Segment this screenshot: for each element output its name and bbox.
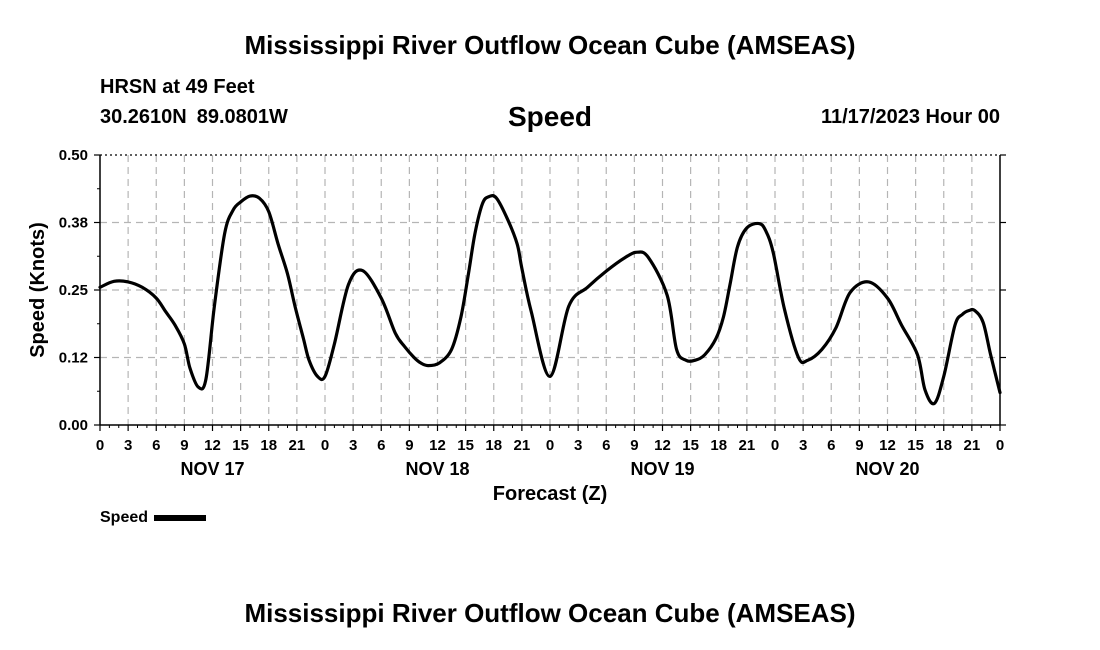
x-tick-label: 15 bbox=[682, 437, 699, 454]
y-tick-label: 0.38 bbox=[59, 215, 88, 232]
x-tick-label: 18 bbox=[710, 437, 727, 454]
station-coordinates: 30.2610N 89.0801W bbox=[100, 106, 288, 129]
x-tick-label: 0 bbox=[96, 437, 104, 454]
x-tick-label: 6 bbox=[602, 437, 610, 454]
y-tick-label: 0.00 bbox=[59, 417, 88, 434]
x-tick-label: 0 bbox=[996, 437, 1004, 454]
x-tick-label: 0 bbox=[321, 437, 329, 454]
y-tick-label: 0.50 bbox=[59, 147, 88, 164]
x-date-label: NOV 17 bbox=[180, 459, 244, 479]
series-layer bbox=[98, 194, 1002, 406]
x-tick-label: 6 bbox=[152, 437, 160, 454]
x-tick-label: 15 bbox=[232, 437, 249, 454]
x-tick-label: 21 bbox=[964, 437, 981, 454]
x-tick-label: 21 bbox=[514, 437, 531, 454]
legend-label-speed: Speed bbox=[100, 509, 149, 526]
forecast-datetime: 11/17/2023 Hour 00 bbox=[820, 106, 1000, 128]
x-tick-label: 9 bbox=[855, 437, 863, 454]
x-tick-label: 15 bbox=[907, 437, 924, 454]
x-tick-label: 18 bbox=[485, 437, 502, 454]
x-tick-label: 12 bbox=[204, 437, 221, 454]
x-tick-label: 0 bbox=[546, 437, 554, 454]
x-tick-label: 18 bbox=[935, 437, 952, 454]
station-label: HRSN at 49 Feet bbox=[100, 76, 255, 98]
x-date-label: NOV 18 bbox=[405, 459, 469, 479]
x-tick-label: 3 bbox=[124, 437, 132, 454]
x-tick-label: 18 bbox=[260, 437, 277, 454]
x-tick-label: 21 bbox=[289, 437, 306, 454]
y-tick-label: 0.25 bbox=[59, 282, 88, 299]
x-tick-label: 12 bbox=[654, 437, 671, 454]
x-tick-label: 3 bbox=[349, 437, 357, 454]
legend-swatch-speed bbox=[154, 515, 207, 521]
x-tick-label: 6 bbox=[827, 437, 835, 454]
chart-variable-title: Speed bbox=[507, 101, 593, 132]
y-axis-label: Speed (Knots) bbox=[27, 222, 49, 358]
x-tick-label: 9 bbox=[180, 437, 188, 454]
x-tick-label: 0 bbox=[771, 437, 779, 454]
y-tick-label: 0.12 bbox=[59, 350, 88, 367]
series-line-speed bbox=[98, 194, 1002, 406]
x-tick-label: 12 bbox=[879, 437, 896, 454]
grid-lines bbox=[100, 155, 1000, 425]
x-tick-label: 15 bbox=[457, 437, 474, 454]
chart-title-top: Mississippi River Outflow Ocean Cube (AM… bbox=[244, 30, 856, 60]
chart-axes: 0 3 6 9 12 15 18 21 0 3 6 9 12 15 18 21 0 3 6 9 12 15 18 21 0 3 6 9… bbox=[59, 147, 1006, 479]
x-tick-label: 9 bbox=[405, 437, 413, 454]
chart-title-bottom: Mississippi River Outflow Ocean Cube (AM… bbox=[244, 598, 856, 628]
chart-legend: Speed bbox=[100, 509, 207, 527]
x-axis-label: Forecast (Z) bbox=[493, 483, 607, 505]
longitude-label: 89.0801W bbox=[196, 106, 288, 128]
x-date-label: NOV 20 bbox=[855, 459, 919, 479]
x-date-label: NOV 19 bbox=[630, 459, 694, 479]
x-tick-label: 21 bbox=[739, 437, 756, 454]
x-tick-label: 6 bbox=[377, 437, 385, 454]
x-tick-label: 3 bbox=[574, 437, 582, 454]
x-tick-label: 3 bbox=[799, 437, 807, 454]
x-tick-label: 9 bbox=[630, 437, 638, 454]
x-tick-label: 12 bbox=[429, 437, 446, 454]
latitude-label: 30.2610N bbox=[100, 106, 187, 128]
